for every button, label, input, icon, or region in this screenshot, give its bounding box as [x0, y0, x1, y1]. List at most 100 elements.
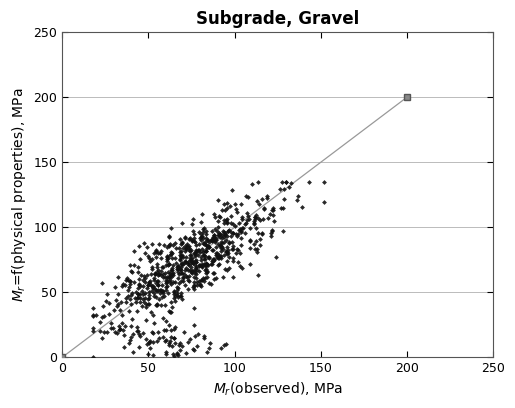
Point: [186, 335, 194, 342]
Point: [118, 312, 126, 319]
Point: [167, 266, 176, 273]
Point: [176, 236, 184, 242]
Point: [267, 233, 276, 239]
Point: [118, 327, 127, 334]
Point: [197, 283, 205, 290]
Point: [161, 302, 169, 309]
Point: [135, 344, 143, 350]
Point: [125, 339, 133, 346]
Point: [154, 287, 162, 293]
Point: [146, 337, 154, 344]
Point: [219, 273, 228, 280]
Point: [214, 240, 222, 247]
Point: [229, 245, 237, 252]
Point: [148, 283, 157, 289]
Point: [133, 290, 142, 297]
Point: [118, 320, 126, 326]
Point: [161, 274, 169, 280]
Point: [217, 245, 226, 251]
Point: [179, 278, 187, 284]
Point: [148, 241, 157, 248]
Point: [195, 247, 203, 253]
Point: [214, 218, 222, 224]
Point: [253, 246, 261, 252]
Point: [188, 237, 196, 244]
Point: [217, 255, 225, 262]
Point: [227, 220, 235, 226]
Point: [166, 337, 174, 344]
Point: [135, 282, 143, 288]
Point: [144, 301, 152, 307]
Point: [191, 333, 199, 339]
Point: [190, 260, 198, 266]
Point: [189, 346, 197, 353]
Point: [200, 261, 209, 267]
Point: [141, 279, 149, 286]
Point: [191, 250, 199, 256]
Point: [177, 253, 185, 259]
Point: [148, 288, 157, 295]
Point: [138, 287, 146, 294]
Point: [145, 292, 153, 298]
Point: [173, 284, 181, 290]
Point: [173, 266, 181, 272]
Point: [173, 264, 181, 271]
Point: [184, 267, 193, 273]
Point: [189, 284, 197, 290]
Point: [268, 227, 277, 234]
Point: [145, 289, 153, 295]
Point: [166, 308, 174, 315]
Point: [221, 230, 229, 236]
Point: [221, 248, 230, 255]
Point: [170, 289, 178, 296]
Point: [139, 277, 147, 284]
Point: [115, 323, 124, 329]
Point: [232, 250, 240, 256]
Point: [168, 255, 176, 262]
Point: [199, 274, 207, 281]
Point: [115, 327, 123, 333]
Point: [203, 245, 212, 251]
Point: [179, 253, 187, 260]
Point: [151, 286, 159, 293]
Point: [177, 293, 185, 299]
Point: [173, 292, 181, 299]
Point: [176, 266, 184, 272]
Point: [229, 255, 237, 261]
Point: [238, 215, 246, 222]
Point: [209, 270, 217, 276]
Point: [138, 302, 146, 309]
Point: [134, 276, 143, 283]
Point: [282, 178, 290, 185]
Point: [175, 271, 183, 277]
Point: [280, 186, 288, 192]
Point: [234, 220, 243, 226]
Point: [140, 299, 148, 306]
Point: [163, 256, 171, 262]
Point: [113, 303, 121, 310]
Point: [196, 248, 204, 255]
Point: [162, 257, 170, 264]
Point: [198, 277, 206, 283]
Point: [157, 287, 165, 294]
Point: [229, 273, 237, 280]
Point: [136, 333, 145, 339]
Point: [146, 257, 154, 264]
Point: [196, 280, 204, 287]
Point: [209, 257, 217, 264]
Point: [157, 271, 165, 278]
Point: [152, 294, 160, 300]
Point: [135, 295, 144, 302]
Point: [220, 342, 228, 348]
Point: [170, 353, 178, 359]
Point: [162, 277, 170, 283]
Point: [223, 215, 231, 222]
Point: [151, 248, 160, 254]
Point: [214, 224, 222, 231]
Point: [220, 207, 229, 214]
Point: [268, 212, 277, 219]
Point: [165, 242, 174, 249]
Point: [126, 262, 134, 268]
Point: [212, 250, 220, 256]
Point: [180, 328, 188, 335]
